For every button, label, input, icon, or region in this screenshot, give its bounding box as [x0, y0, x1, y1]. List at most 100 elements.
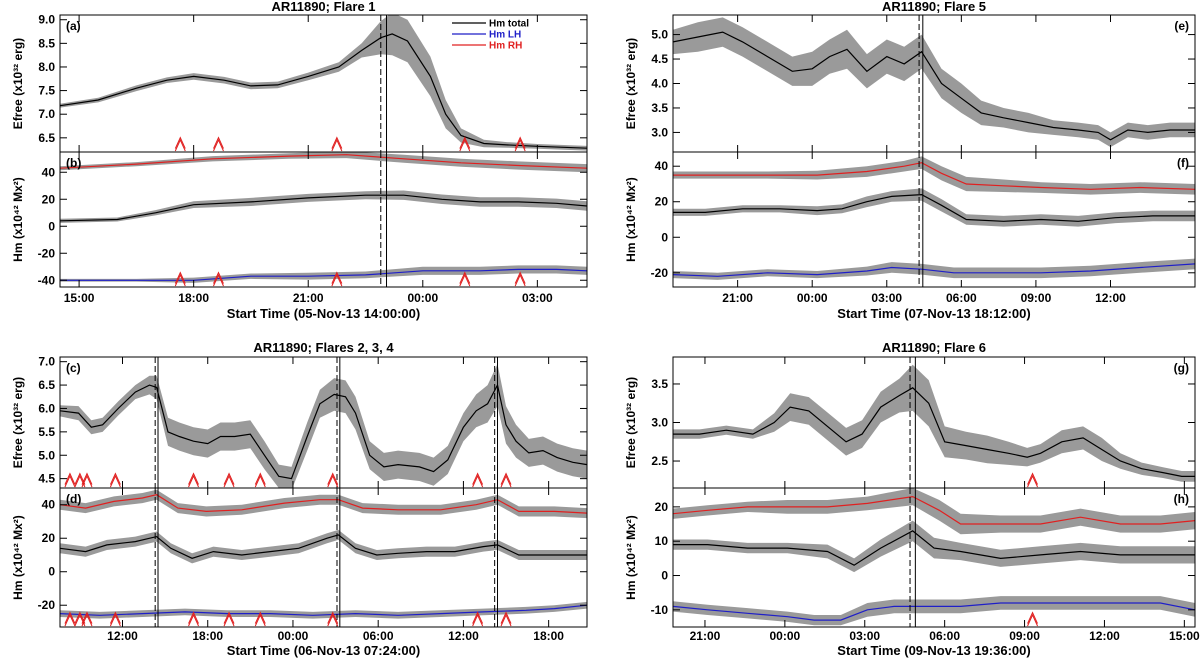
y-tick-label: 20 — [42, 192, 56, 206]
x-tick-label: 18:00 — [192, 629, 223, 643]
event-marker — [64, 474, 76, 488]
y-tick-label: 6.5 — [38, 131, 55, 145]
series-line-lh — [60, 604, 587, 616]
y-tick-label: 5.0 — [38, 448, 55, 462]
x-tick-label: 06:00 — [363, 629, 394, 643]
event-marker — [1027, 613, 1038, 627]
event-marker — [459, 138, 471, 152]
x-tick-label: 00:00 — [797, 291, 828, 305]
event-marker — [514, 273, 526, 287]
plot-area — [673, 488, 1195, 627]
event-marker — [223, 611, 235, 624]
y-tick-label: 8.5 — [38, 36, 55, 50]
event-marker — [514, 138, 526, 152]
error-band-total — [673, 520, 1195, 573]
y-axis-label: Efree (x10³² erg) — [11, 377, 25, 468]
series-line-lh — [60, 268, 587, 281]
error-band-rh — [60, 489, 587, 519]
event-marker — [331, 138, 343, 152]
panel-title: AR11890; Flare 5 — [882, 0, 986, 14]
x-tick-label: 18:00 — [178, 291, 209, 305]
event-marker — [213, 136, 224, 149]
series-line-lh — [673, 263, 1195, 277]
x-tick-label: 21:00 — [690, 629, 721, 643]
event-marker — [472, 613, 484, 627]
event-marker — [459, 136, 471, 149]
y-tick-label: 7.0 — [38, 355, 55, 369]
event-marker — [500, 611, 512, 624]
plot-area — [60, 488, 587, 627]
x-tick-label: 18:00 — [533, 629, 564, 643]
error-band-lh — [673, 596, 1195, 626]
error-band-total — [60, 15, 587, 151]
event-marker — [472, 474, 484, 488]
event-marker — [109, 472, 121, 485]
series-line-rh — [673, 495, 1195, 525]
event-marker — [213, 138, 224, 152]
event-marker — [223, 613, 235, 627]
x-tick-label: 15:00 — [1169, 629, 1200, 643]
error-band-total — [60, 529, 587, 564]
x-tick-label: 00:00 — [278, 629, 309, 643]
x-tick-label: 00:00 — [407, 291, 438, 305]
error-band-total — [60, 364, 587, 488]
series-line-rh — [60, 154, 587, 169]
event-marker — [109, 613, 121, 627]
series-line-total — [60, 194, 587, 222]
plot-frame — [59, 151, 588, 288]
y-axis-label: Hm (x10⁴² Mx²) — [11, 515, 25, 600]
plot-area — [60, 152, 587, 287]
x-axis-label: Start Time (05-Nov-13 14:00:00) — [227, 306, 420, 321]
y-tick-label: 40 — [42, 498, 56, 512]
event-marker — [81, 474, 93, 488]
series-line-rh — [673, 162, 1195, 190]
event-marker — [174, 271, 186, 284]
event-marker — [64, 611, 76, 624]
y-tick-label: -20 — [38, 246, 56, 260]
y-tick-label: 3.0 — [651, 416, 668, 430]
panel-title: AR11890; Flares 2, 3, 4 — [253, 340, 394, 355]
y-tick-label: 2.5 — [651, 454, 668, 468]
event-marker — [64, 472, 76, 485]
error-band-total — [673, 364, 1195, 482]
series-line-total — [673, 31, 1195, 141]
y-tick-label: 6.5 — [38, 378, 55, 392]
subplot-bottom: -10 0 10 20 Hm (x10⁴² Mx²) (h) — [624, 487, 1196, 628]
y-tick-label: 10 — [655, 534, 669, 548]
x-axis-label: Start Time (06-Nov-13 07:24:00) — [227, 643, 420, 658]
event-marker — [254, 613, 266, 627]
panel-label: (c) — [66, 361, 81, 375]
x-tick-label: 15:00 — [64, 291, 95, 305]
y-axis-label: Hm (x10⁴² Mx²) — [624, 177, 638, 262]
event-marker — [254, 472, 266, 485]
event-marker — [223, 474, 235, 488]
y-tick-label: 3.5 — [651, 101, 668, 115]
y-tick-label: 0 — [661, 230, 668, 244]
x-tick-label: 12:00 — [1095, 291, 1126, 305]
panel-title: AR11890; Flare 6 — [882, 340, 986, 355]
y-tick-label: -10 — [651, 603, 669, 617]
event-marker — [1027, 472, 1038, 485]
x-tick-label: 12:00 — [107, 629, 138, 643]
subplot-top: 4.5 5.0 5.5 6.0 6.5 7.0 Efree (x10³² erg) (c) — [11, 355, 588, 489]
y-tick-label: 3.5 — [651, 377, 668, 391]
plot-frame — [672, 487, 1196, 628]
event-marker — [109, 474, 121, 488]
y-tick-label: 4.5 — [38, 472, 55, 486]
subplot-top: 2.5 3.0 3.5 Efree (x10³² erg) (g) — [624, 356, 1196, 489]
event-marker — [327, 611, 339, 624]
event-marker — [188, 474, 199, 488]
subplot-bottom: -20 0 20 40 Hm (x10⁴² Mx²) (f) — [624, 151, 1196, 288]
event-marker — [514, 271, 526, 284]
error-band-rh — [673, 156, 1195, 195]
x-tick-label: 00:00 — [770, 629, 801, 643]
plot-area — [60, 357, 587, 488]
y-tick-label: -40 — [38, 273, 56, 287]
series-line-total — [60, 534, 587, 559]
event-marker — [81, 611, 93, 624]
y-tick-label: 0 — [48, 219, 55, 233]
panel-label: (h) — [1174, 492, 1189, 506]
error-band-lh — [60, 601, 587, 619]
event-marker — [500, 472, 512, 485]
event-marker — [81, 613, 93, 627]
